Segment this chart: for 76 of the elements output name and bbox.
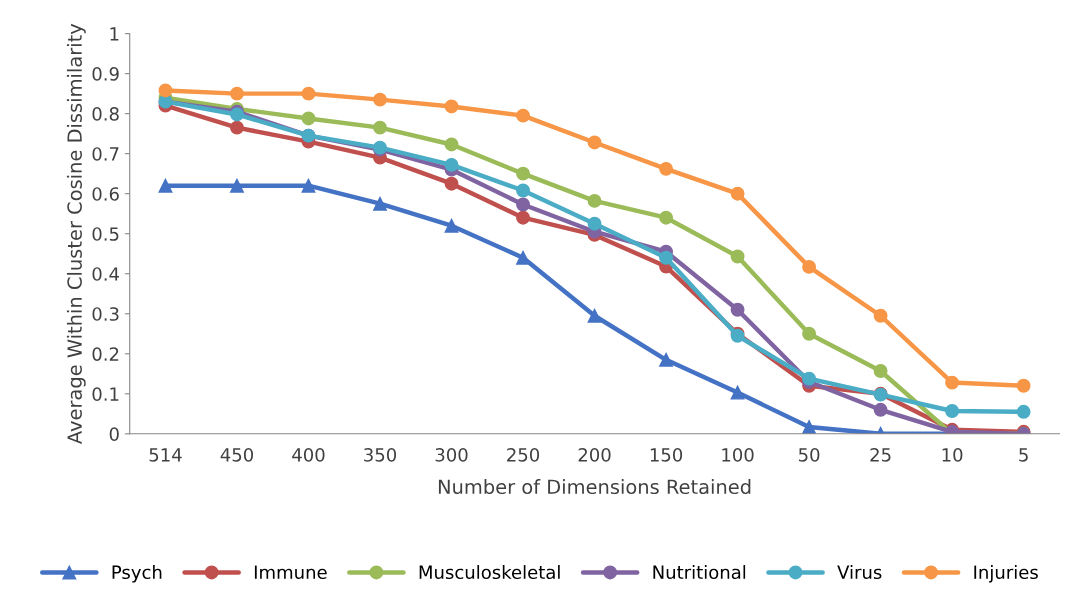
x-tick-label: 50: [798, 448, 820, 462]
y-tick-label: 0.9: [92, 67, 119, 81]
point: [587, 216, 602, 231]
point: [945, 375, 960, 390]
point: [587, 193, 602, 208]
x-tick-label: 200: [578, 448, 611, 462]
x-tick-label: 25: [870, 448, 891, 462]
point: [1016, 404, 1031, 419]
point: [802, 420, 817, 434]
x-tick-label: 450: [220, 448, 254, 462]
point: [516, 250, 530, 265]
point: [873, 402, 888, 417]
y-tick-label: 0.1: [92, 387, 119, 401]
point: [444, 218, 459, 233]
point: [945, 404, 960, 418]
point: [516, 108, 530, 123]
x-tick-label: 10: [942, 448, 963, 462]
point: [730, 302, 745, 317]
x-tick-label: 514: [149, 448, 182, 462]
legend-label: Musculoskeletal: [419, 565, 560, 580]
x-tick-label: 250: [507, 448, 540, 462]
point: [444, 137, 459, 152]
y-tick-label: 0.6: [92, 187, 119, 201]
point: [802, 259, 817, 274]
point: [444, 157, 459, 172]
point: [730, 186, 745, 201]
y-axis-title: Average Within Cluster Cosine Dissimilarity: [66, 23, 86, 445]
point: [516, 183, 530, 198]
x-axis-title: Number of Dimensions Retained: [438, 479, 751, 495]
point: [873, 364, 888, 378]
point: [444, 176, 459, 191]
point: [659, 210, 674, 225]
x-tick-label: 350: [364, 448, 397, 462]
point: [444, 99, 459, 114]
y-tick-label: 1: [110, 27, 119, 41]
x-tick-label: 400: [292, 448, 325, 462]
point: [730, 385, 745, 400]
point: [516, 197, 530, 212]
point: [301, 86, 316, 101]
y-tick-label: 0.5: [92, 227, 119, 241]
y-tick-label: 0.7: [92, 147, 119, 161]
point: [301, 178, 316, 193]
y-tick-label: 0.8: [92, 107, 119, 121]
point: [230, 178, 244, 193]
point: [158, 83, 173, 98]
legend-label: Psych: [112, 565, 162, 583]
point: [373, 120, 387, 135]
legend-label: Immune: [254, 565, 327, 580]
point: [301, 111, 316, 126]
legend-label: Virus: [837, 565, 882, 580]
point: [587, 135, 602, 150]
y-tick-label: 0.3: [92, 307, 119, 321]
y-tick-label: 0: [109, 427, 119, 441]
x-tick-label: 100: [722, 448, 754, 462]
x-tick-label: 150: [650, 448, 683, 462]
point: [659, 250, 674, 265]
point: [587, 308, 602, 323]
point: [373, 92, 387, 107]
point: [230, 120, 244, 135]
point: [230, 86, 244, 101]
point: [730, 249, 745, 264]
legend-label: Nutritional: [653, 565, 746, 580]
point: [659, 352, 674, 367]
point: [1016, 378, 1031, 393]
point: [516, 166, 530, 181]
point: [873, 308, 888, 323]
legend-label: Injuries: [974, 565, 1038, 583]
point: [373, 196, 387, 211]
x-tick-label: 300: [435, 448, 468, 462]
point: [516, 210, 530, 225]
y-tick-label: 0.2: [92, 347, 119, 361]
point: [802, 326, 817, 341]
point: [659, 161, 674, 176]
y-tick-label: 0.4: [92, 267, 119, 281]
x-tick-label: 5: [1019, 448, 1028, 462]
point: [158, 178, 173, 193]
